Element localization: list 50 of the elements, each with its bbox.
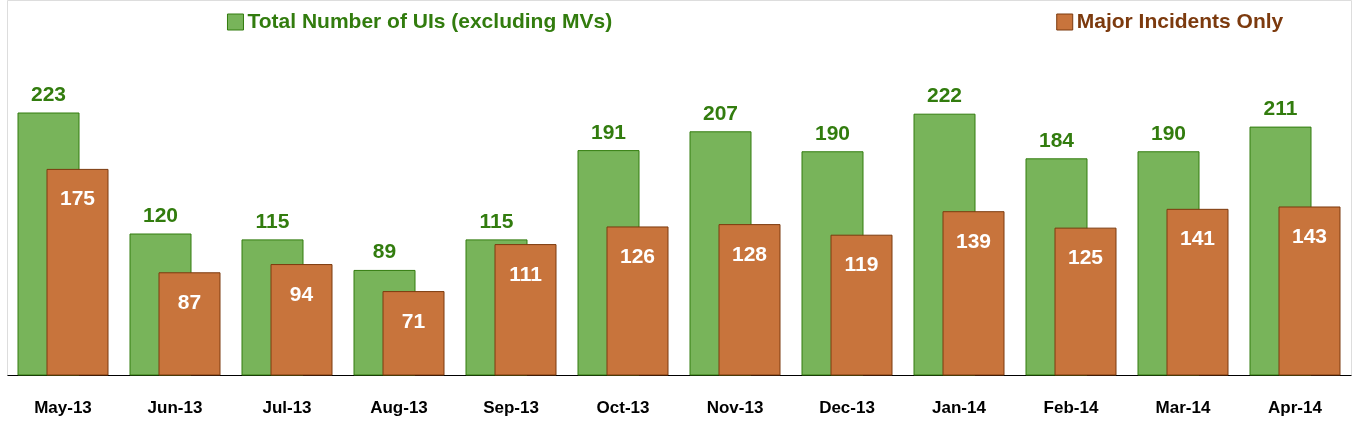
data-label: 115 [255,208,290,232]
data-label: 211 [1263,96,1298,120]
legend-label: Major Incidents Only [1076,9,1284,32]
bar [606,226,669,376]
data-label: 87 [177,289,202,313]
bar [1278,206,1341,376]
bar [1166,208,1229,376]
legend-label: Total Number of UIs (excluding MVs) [247,9,613,32]
data-label: 125 [1067,245,1104,269]
x-tick-label: Feb-14 [1043,397,1099,417]
data-label: 115 [479,208,514,232]
data-label: 139 [955,228,992,252]
bar [158,272,221,376]
bar [718,224,781,376]
x-tick-label: Sep-13 [483,397,539,417]
data-label: 143 [1291,223,1328,247]
data-label: 126 [619,243,656,267]
data-label: 94 [289,281,314,305]
data-label: 175 [59,186,96,210]
data-label: 223 [30,82,67,105]
x-tick-label: Oct-13 [596,397,650,417]
data-label: 207 [702,100,739,124]
data-label: 190 [1150,120,1187,144]
x-tick-label: Nov-13 [706,397,764,417]
data-label: 184 [1038,127,1075,151]
x-tick-label: Dec-13 [819,397,875,417]
x-tick-label: Apr-14 [1268,397,1323,417]
x-tick-label: Mar-14 [1155,397,1211,417]
bar [46,168,109,376]
data-label: 120 [142,203,179,227]
bar [1054,227,1117,376]
data-label: 71 [401,308,426,332]
data-label: 111 [509,261,543,285]
data-label: 190 [814,120,851,144]
data-label: 222 [926,83,963,107]
data-label: 119 [844,252,879,276]
bar [382,291,445,376]
data-label: 128 [731,241,768,265]
data-label: 89 [372,239,397,263]
bar [494,244,557,376]
bar [830,234,893,376]
data-label: 191 [590,119,627,143]
data-label: 141 [1179,226,1216,250]
x-tick-label: Jun-13 [147,397,203,417]
x-tick-label: Jan-14 [932,397,987,417]
bar [942,211,1005,376]
x-tick-label: Jul-13 [262,397,312,417]
x-tick-label: May-13 [34,397,92,417]
x-tick-label: Aug-13 [370,397,428,417]
bar [270,264,333,376]
